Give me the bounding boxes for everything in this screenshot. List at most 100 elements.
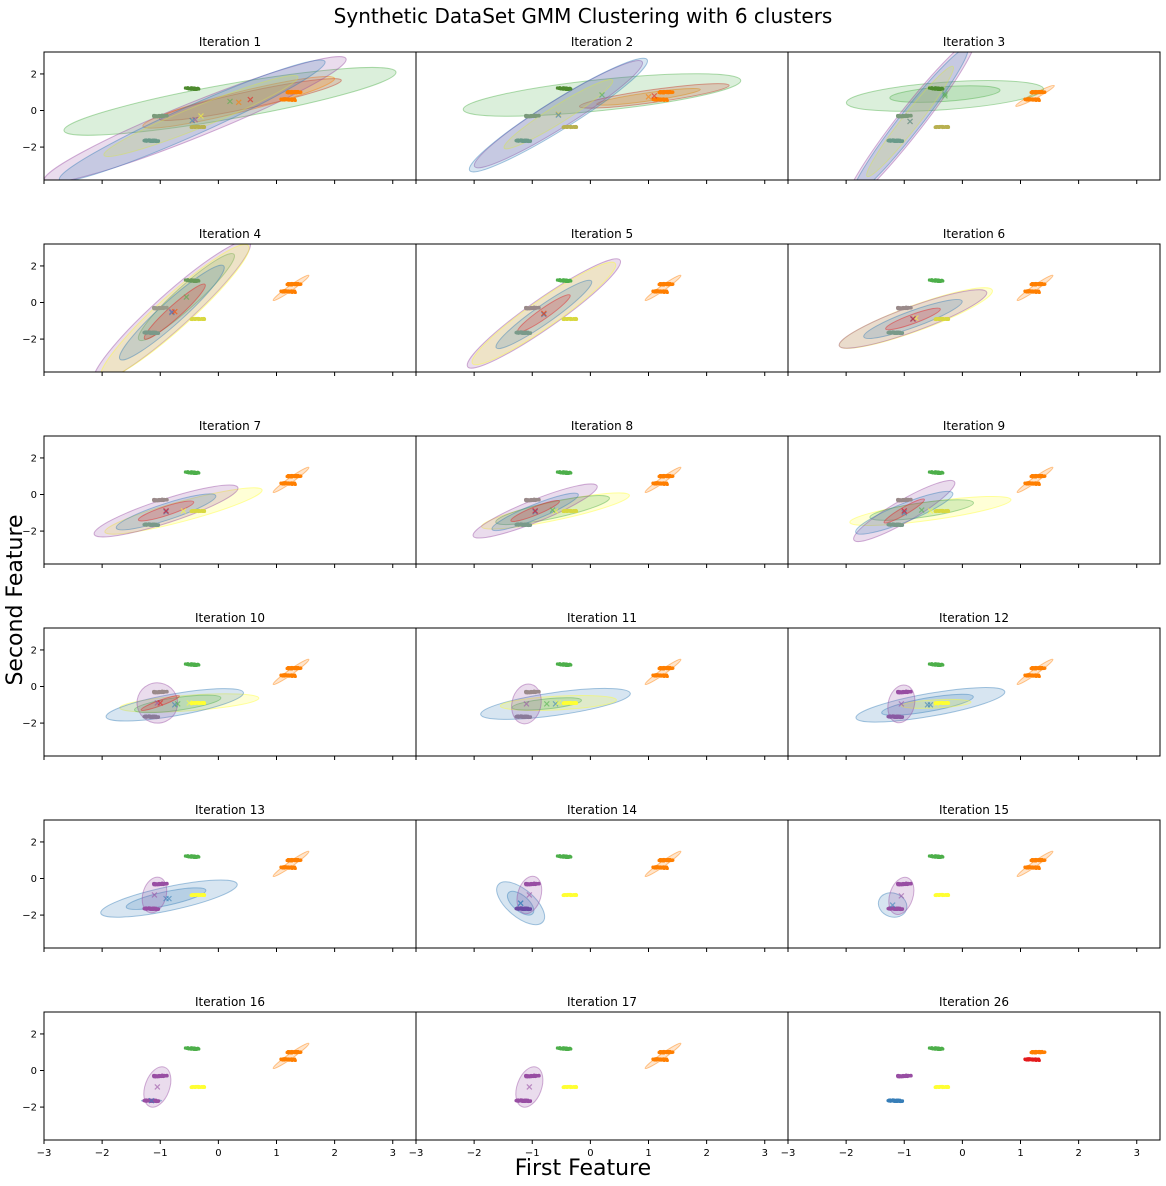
data-point (279, 97, 284, 102)
data-point (897, 883, 901, 887)
plot-area (472, 466, 682, 539)
data-point (901, 113, 905, 118)
data-point (904, 690, 908, 694)
y-tick-label: −2 (22, 335, 37, 346)
data-point (670, 282, 674, 287)
data-point (898, 714, 902, 718)
data-point (651, 1057, 656, 1062)
figure-title: Synthetic DataSet GMM Clustering with 6 … (334, 4, 833, 28)
data-point (654, 290, 658, 294)
data-point (658, 289, 662, 294)
data-point (160, 882, 164, 886)
data-point (930, 278, 934, 282)
data-point (197, 701, 201, 705)
data-point (568, 1047, 572, 1051)
data-point (196, 855, 200, 859)
data-point (197, 509, 201, 513)
data-point (532, 306, 536, 310)
data-point (160, 1074, 164, 1078)
data-point (930, 854, 934, 858)
cluster-mean-marker (927, 508, 934, 514)
data-point (665, 857, 669, 862)
gmm-ellipse (1016, 850, 1054, 878)
y-tick-label: 2 (31, 69, 37, 80)
cluster-mean-marker (163, 508, 169, 515)
data-point (157, 881, 161, 886)
data-point (670, 1050, 674, 1055)
subplot-title: Iteration 9 (943, 419, 1005, 433)
data-point (197, 125, 201, 129)
data-point (651, 673, 656, 678)
data-point (569, 701, 573, 705)
data-point (202, 701, 207, 705)
data-point (946, 509, 951, 513)
data-point (901, 881, 905, 886)
subplot: Iteration 15 (787, 803, 1161, 952)
data-point (157, 113, 161, 118)
gmm-ellipse (644, 1042, 682, 1070)
data-point (279, 289, 284, 294)
data-point (887, 138, 892, 142)
plot-area (849, 466, 1054, 543)
data-point (568, 87, 572, 91)
data-point (936, 279, 940, 283)
y-tick-label: 2 (31, 453, 37, 464)
data-point (658, 673, 662, 678)
data-point (192, 663, 196, 667)
data-point (1042, 858, 1046, 863)
data-point (288, 90, 292, 95)
data-point (192, 855, 196, 859)
y-tick-label: 2 (31, 645, 37, 656)
cluster-mean-marker (171, 308, 178, 315)
data-point (286, 673, 290, 678)
data-point (569, 317, 573, 321)
data-point (897, 307, 901, 311)
data-point (193, 125, 197, 130)
plot-area (92, 244, 310, 372)
data-point (897, 499, 901, 503)
data-point (1034, 482, 1038, 486)
data-point (290, 674, 294, 678)
data-point (569, 509, 573, 513)
data-point (282, 674, 286, 678)
data-point (151, 138, 156, 142)
data-point (525, 1075, 529, 1079)
data-point (192, 471, 196, 475)
subplot: Iteration 6 (787, 227, 1161, 376)
cluster-mean-marker (907, 118, 913, 125)
data-point (186, 662, 190, 666)
data-point (904, 114, 908, 118)
data-point (290, 290, 294, 294)
data-point (293, 1049, 297, 1054)
data-point (565, 893, 569, 898)
data-point (143, 330, 148, 334)
data-point (897, 691, 901, 695)
data-point (290, 98, 294, 102)
plot-area (844, 52, 1055, 180)
plot-area (877, 850, 1054, 918)
data-point (160, 690, 164, 694)
x-tick-label: 1 (273, 1148, 279, 1159)
y-tick-label: 0 (31, 106, 37, 117)
cluster-mean-marker (526, 892, 533, 898)
data-point (282, 98, 286, 102)
plot-area (496, 850, 682, 926)
subplot: Iteration 14 (415, 803, 789, 952)
data-point (670, 858, 674, 863)
data-point (279, 865, 284, 870)
gmm-ellipse (644, 850, 682, 878)
data-point (1032, 666, 1036, 671)
data-point (565, 1085, 569, 1090)
data-point (565, 317, 569, 322)
subplot-title: Iteration 5 (571, 227, 633, 241)
data-point (279, 673, 284, 678)
data-point (143, 138, 148, 142)
cluster-mean-marker (532, 508, 539, 514)
data-point (565, 509, 569, 514)
data-point (658, 97, 662, 102)
data-point (927, 278, 932, 282)
subplot-frame (787, 243, 1161, 373)
cluster-mean-marker (942, 92, 948, 99)
data-point (282, 482, 286, 486)
